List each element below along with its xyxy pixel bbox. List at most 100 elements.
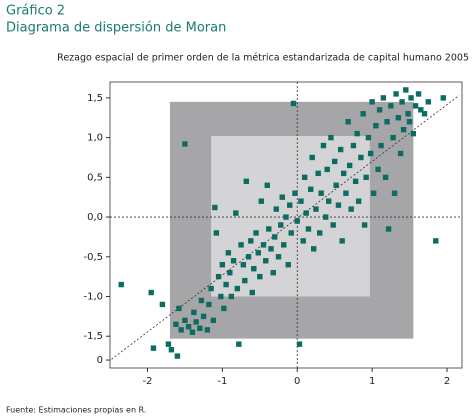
- point: [278, 222, 284, 228]
- point: [255, 250, 261, 256]
- point: [363, 174, 369, 181]
- point: [238, 242, 244, 248]
- point: [408, 95, 414, 101]
- point: [292, 190, 298, 196]
- point: [324, 166, 330, 173]
- x-tick-label: -2: [142, 376, 152, 387]
- point: [233, 210, 239, 216]
- point: [331, 158, 338, 165]
- point: [197, 325, 203, 331]
- point: [375, 166, 381, 173]
- point: [425, 99, 431, 105]
- point: [263, 258, 269, 264]
- point: [410, 130, 417, 137]
- point: [223, 281, 229, 288]
- point: [400, 126, 407, 133]
- point: [348, 206, 354, 212]
- point: [418, 107, 424, 113]
- point: [206, 301, 212, 308]
- point: [333, 182, 339, 188]
- point: [290, 100, 297, 107]
- point: [281, 242, 287, 248]
- point: [230, 258, 237, 264]
- point: [118, 281, 124, 288]
- point: [248, 238, 254, 244]
- y-tick-label: -0,5: [83, 252, 103, 263]
- point: [365, 134, 372, 141]
- point: [388, 103, 394, 109]
- point: [382, 174, 389, 181]
- x-tick-label: -1: [217, 376, 227, 387]
- point: [308, 186, 314, 192]
- point: [335, 202, 342, 208]
- point: [272, 234, 278, 240]
- y-tick-label: 1,0: [87, 133, 103, 144]
- point: [182, 141, 188, 147]
- point: [288, 230, 294, 236]
- point: [218, 293, 224, 300]
- point: [283, 214, 289, 220]
- point: [268, 246, 274, 252]
- point: [300, 238, 306, 244]
- point: [275, 254, 282, 260]
- point: [328, 134, 334, 141]
- point: [361, 222, 368, 228]
- point: [208, 285, 214, 292]
- point: [227, 269, 233, 276]
- point: [240, 262, 247, 268]
- point: [270, 269, 276, 276]
- point: [390, 134, 396, 141]
- point: [376, 107, 383, 113]
- point: [358, 154, 364, 161]
- y-tick-label: -1,5: [83, 331, 103, 342]
- point: [325, 198, 332, 204]
- point: [378, 142, 384, 149]
- point: [440, 95, 446, 101]
- point: [185, 323, 192, 330]
- y-tick-label: -1,0: [83, 292, 103, 303]
- point: [273, 206, 279, 212]
- point: [148, 289, 154, 296]
- point: [251, 265, 257, 272]
- x-tick-label: 2: [444, 376, 450, 387]
- point: [340, 170, 347, 177]
- point: [352, 178, 359, 185]
- y-tick-label: 0,5: [87, 172, 103, 183]
- fit-line: [111, 95, 460, 360]
- point: [317, 230, 323, 236]
- point: [367, 150, 374, 157]
- point: [245, 254, 252, 260]
- point: [302, 174, 308, 181]
- point: [219, 262, 226, 268]
- point: [279, 194, 285, 200]
- point: [303, 210, 309, 216]
- point: [421, 111, 428, 117]
- point: [249, 289, 255, 296]
- point: [168, 347, 175, 353]
- point: [343, 190, 349, 196]
- chart-title: Diagrama de dispersión de Moran: [6, 21, 226, 36]
- point: [393, 91, 399, 97]
- point: [311, 246, 317, 252]
- point: [174, 353, 181, 359]
- point: [320, 142, 327, 149]
- point: [258, 198, 264, 204]
- point: [182, 317, 188, 324]
- point: [395, 115, 402, 121]
- point: [215, 273, 222, 280]
- point: [369, 99, 375, 105]
- point: [243, 178, 250, 185]
- point: [228, 293, 235, 300]
- point: [354, 130, 360, 137]
- point: [296, 341, 303, 347]
- y-tick-label: 1,5: [87, 93, 103, 104]
- y-tick-label: 0: [97, 355, 103, 366]
- point: [159, 301, 166, 308]
- point: [266, 226, 272, 232]
- point: [403, 87, 409, 93]
- chart-label: Gráfico 2: [6, 4, 65, 19]
- point: [257, 273, 263, 280]
- point: [385, 226, 392, 232]
- point: [189, 329, 196, 335]
